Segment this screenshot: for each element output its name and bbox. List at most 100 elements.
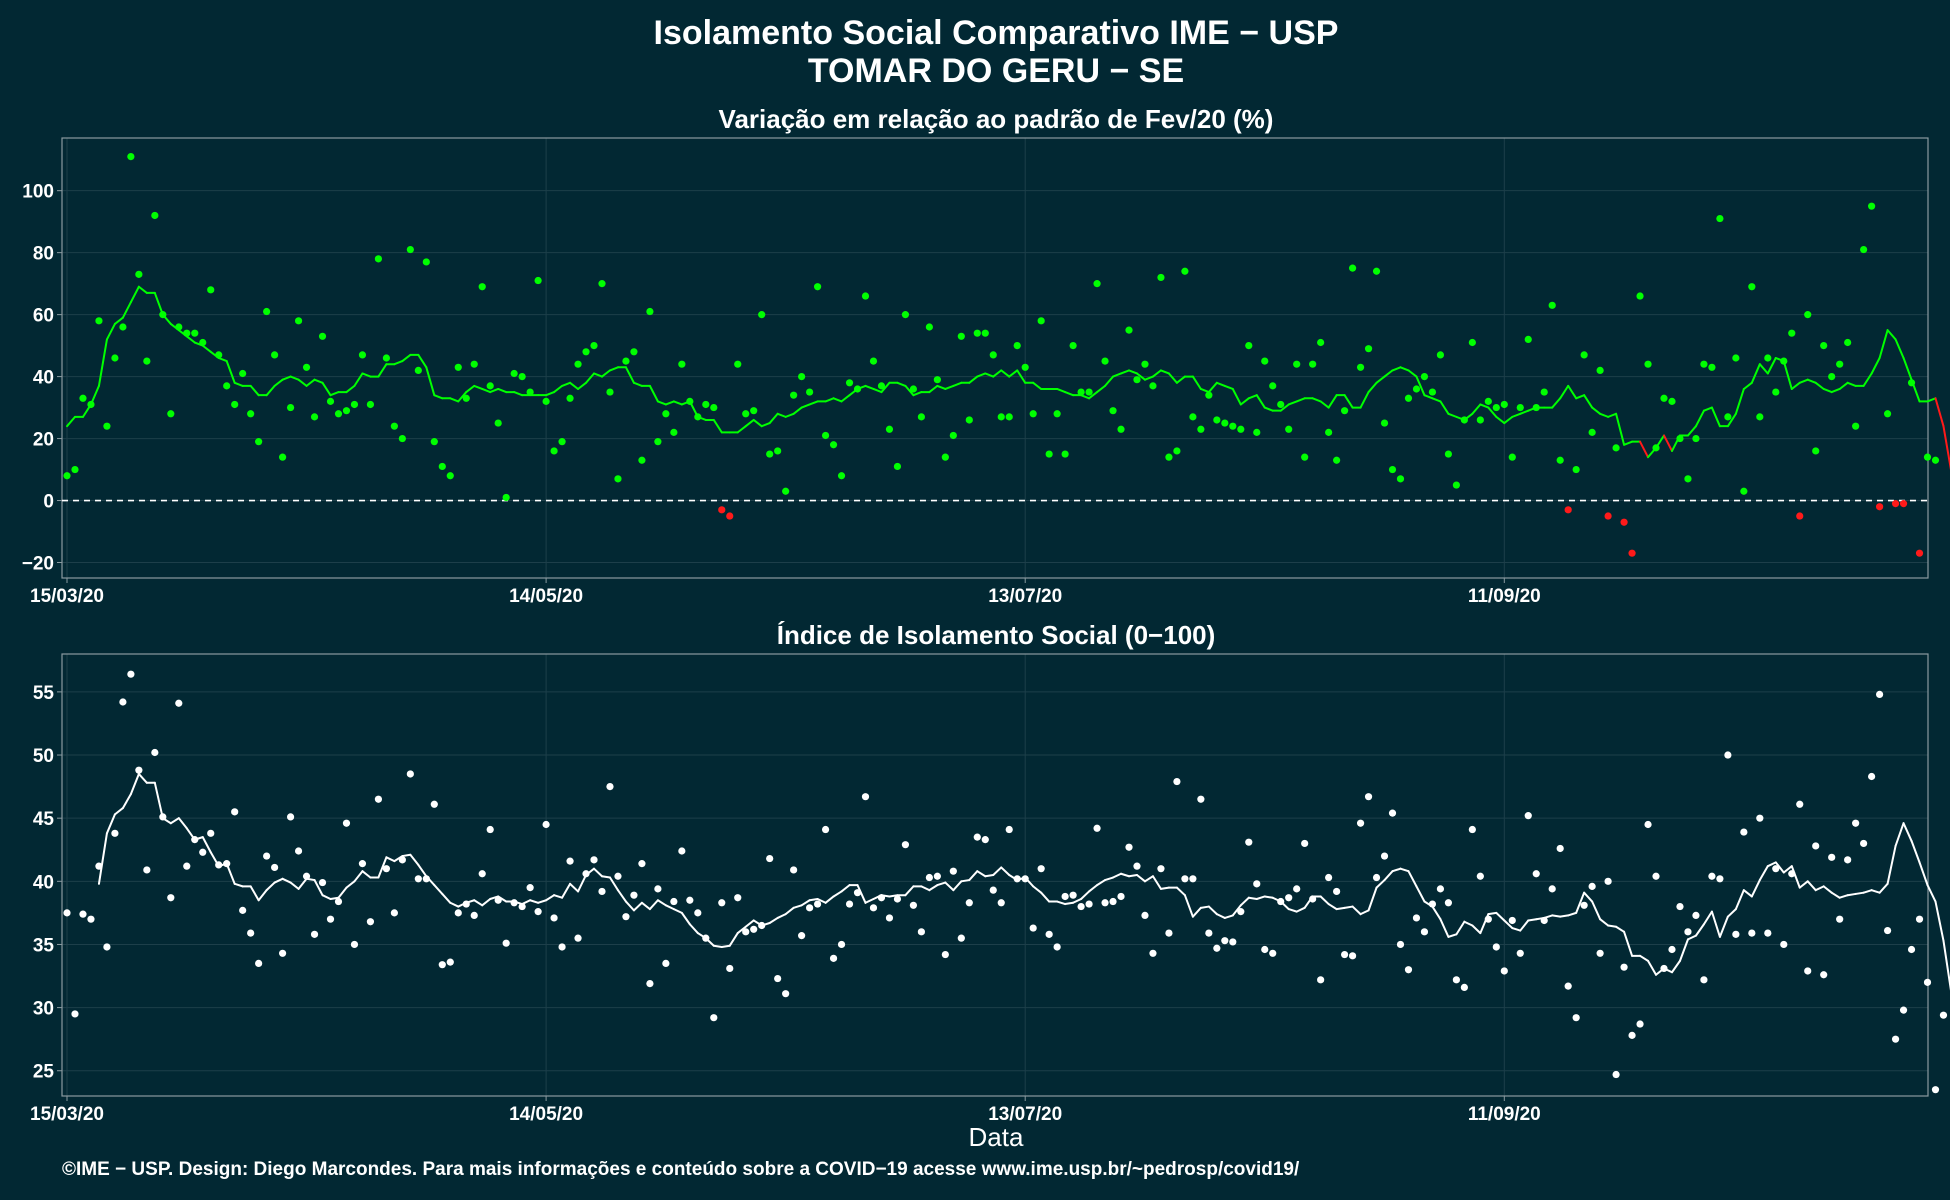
variation-moving-average-segment [1399, 366, 1410, 372]
variation-data-point [1309, 360, 1317, 368]
index-moving-average-segment [608, 876, 619, 892]
index-moving-average-segment [888, 894, 899, 898]
variation-data-point [414, 366, 422, 374]
index-data-point [1700, 976, 1708, 984]
variation-moving-average-segment [1886, 329, 1897, 341]
index-data-point [334, 897, 343, 906]
index-data-point [550, 914, 558, 922]
index-data-point [1580, 901, 1588, 909]
variation-data-point [398, 434, 406, 443]
variation-data-point [1269, 382, 1277, 390]
index-moving-average-segment [1423, 900, 1434, 908]
index-data-point [1293, 885, 1301, 893]
index-moving-average-segment [1407, 870, 1418, 888]
index-data-point [845, 900, 854, 908]
variation-moving-average-segment [449, 397, 460, 403]
variation-moving-average-segment [1215, 381, 1226, 387]
index-data-point [1828, 853, 1836, 861]
variation-moving-average-segment [289, 375, 300, 381]
index-panel: Índice de Isolamento Social (0−100) 25 30 3… [30, 620, 1950, 1125]
index-data-point [813, 900, 822, 908]
index-data-point [1093, 824, 1101, 832]
variation-moving-average-segment [481, 387, 492, 394]
variation-moving-average-segment [1223, 384, 1234, 390]
variation-moving-average-segment [712, 418, 723, 434]
variation-data-point [758, 311, 766, 319]
index-data-point [909, 901, 918, 909]
index-data-point [1436, 885, 1445, 893]
index-data-point [478, 870, 486, 878]
variation-moving-average-segment [1447, 412, 1458, 418]
index-data-point [1141, 911, 1149, 920]
variation-data-point [294, 317, 303, 325]
index-data-point [1668, 945, 1676, 954]
index-moving-average-segment [648, 899, 659, 911]
index-moving-average-segment [121, 793, 132, 810]
variation-moving-average-segment [648, 384, 659, 403]
index-moving-average-segment [193, 836, 204, 841]
variation-moving-average-segment [1008, 369, 1019, 378]
index-moving-average-segment [265, 881, 276, 892]
variation-data-point [1412, 385, 1421, 393]
index-data-point [1692, 911, 1700, 920]
index-data-point [1317, 976, 1325, 984]
index-data-point [1005, 825, 1013, 834]
variation-data-point [502, 493, 510, 502]
index-data-point [1133, 862, 1141, 870]
index-data-point [1740, 828, 1748, 836]
index-moving-average-segment [1000, 866, 1011, 876]
index-data-point [1772, 865, 1780, 873]
index-moving-average-segment [840, 884, 851, 893]
index-moving-average-segment [377, 856, 388, 879]
index-moving-average-segment [712, 944, 723, 948]
variation-data-point [1021, 363, 1029, 371]
variation-data-point [302, 363, 311, 371]
index-x-tick-label: 15/03/20 [30, 1104, 104, 1125]
index-data-point [694, 909, 702, 917]
index-data-point [1149, 949, 1157, 957]
index-moving-average-segment [1032, 885, 1043, 894]
variation-moving-average-segment [984, 372, 995, 378]
index-moving-average-segment [305, 877, 316, 882]
index-moving-average-segment [561, 882, 572, 899]
index-data-point [1612, 1070, 1620, 1079]
index-data-point [207, 829, 215, 837]
variation-data-point [79, 394, 87, 402]
variation-data-point [901, 311, 910, 319]
index-data-point [286, 813, 295, 821]
variation-moving-average-segment [169, 322, 180, 332]
variation-moving-average-segment [1575, 394, 1586, 400]
variation-moving-average-segment [1607, 412, 1618, 418]
variation-moving-average-segment [1128, 369, 1138, 375]
index-data-point [127, 670, 135, 678]
variation-data-point [1668, 397, 1676, 405]
index-data-point [1875, 690, 1884, 699]
index-data-point [1508, 916, 1516, 925]
variation-data-point [167, 410, 175, 418]
variation-data-point [1772, 388, 1780, 396]
variation-data-point [1333, 456, 1341, 464]
index-data-point [933, 872, 941, 880]
index-moving-average-segment [1199, 905, 1210, 909]
index-moving-average-segment [864, 897, 875, 904]
variation-data-point [1149, 382, 1157, 390]
index-moving-average-segment [385, 856, 396, 863]
variation-moving-average-segment [1231, 387, 1242, 406]
variation-moving-average-segment [872, 387, 883, 394]
index-moving-average-segment [393, 855, 404, 863]
index-moving-average-segment [1678, 938, 1689, 962]
index-data-point [1109, 897, 1117, 906]
variation-data-point [1716, 214, 1724, 223]
variation-data-point [1372, 267, 1381, 275]
variation-data-point [718, 506, 726, 514]
index-moving-average-segment [233, 882, 244, 888]
index-data-point [981, 836, 989, 844]
index-moving-average-segment [1223, 914, 1234, 919]
index-data-point [1077, 902, 1085, 911]
variation-moving-average-segment [1088, 391, 1099, 400]
index-data-point [558, 943, 566, 951]
index-moving-average-segment [1726, 908, 1737, 918]
variation-moving-average-segment [880, 381, 891, 394]
variation-data-point [1732, 354, 1740, 362]
index-moving-average-segment [153, 781, 164, 820]
